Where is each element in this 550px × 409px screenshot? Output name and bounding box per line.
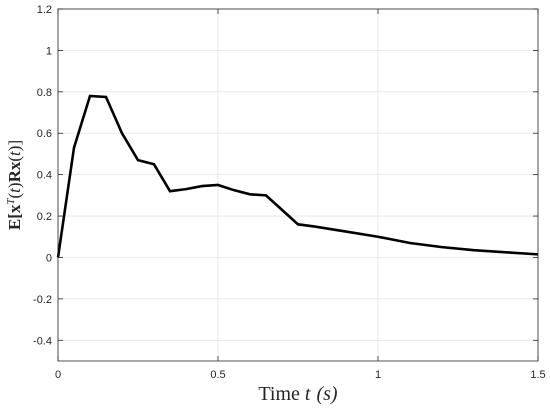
- x-tick-label: 1: [375, 369, 381, 381]
- y-tick-label: 1: [46, 45, 52, 57]
- plot-background: [58, 9, 538, 361]
- x-tick-label: 0: [55, 369, 61, 381]
- x-tick-labels: 0 0.5 1 1.5: [55, 369, 546, 381]
- series-line: [56, 94, 539, 258]
- y-tick-label: 1.2: [37, 4, 52, 16]
- y-tick-label: -0.4: [33, 335, 52, 347]
- x-axis-label: Time t (s): [258, 383, 338, 405]
- y-axis-label: E[xT(t)Rx(t)]: [5, 140, 24, 230]
- y-tick-label: 0.4: [37, 170, 52, 182]
- tick-marks: [57, 8, 539, 361]
- series-group: [56, 94, 539, 258]
- y-tick-label: -0.2: [33, 294, 52, 306]
- x-tick-label: 0.5: [210, 369, 225, 381]
- plot-frame: [57, 8, 539, 362]
- x-tick-label: 1.5: [530, 369, 545, 381]
- y-tick-label: 0.8: [37, 87, 52, 99]
- y-tick-label: 0.6: [37, 128, 52, 140]
- y-tick-label: 0.2: [37, 211, 52, 223]
- y-tick-labels: -0.4 -0.2 0 0.2 0.4 0.6 0.8 1 1.2: [33, 4, 52, 347]
- y-tick-label: 0: [46, 252, 52, 264]
